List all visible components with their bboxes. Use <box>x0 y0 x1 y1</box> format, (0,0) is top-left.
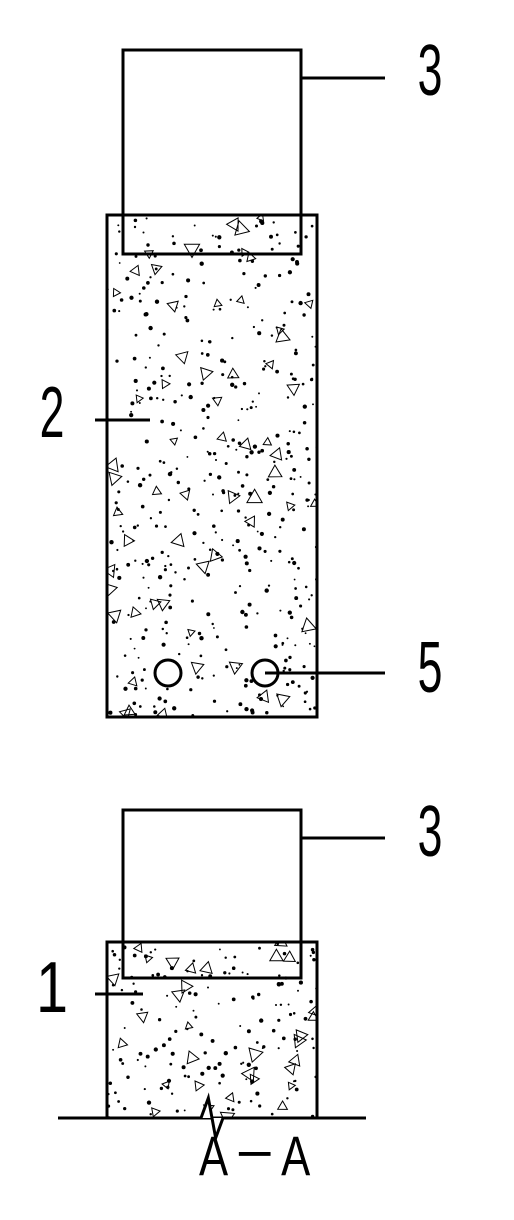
label-3_bottom: 3 <box>418 791 443 872</box>
label-5: 5 <box>418 627 443 708</box>
label-text-1: 1 <box>36 947 68 1028</box>
label-text-3_bottom: 3 <box>418 791 443 872</box>
label-text-3_top: 3 <box>418 30 443 111</box>
upper-concrete-fill <box>103 214 319 720</box>
lower-outer-rect <box>107 942 317 1118</box>
label-text-5: 5 <box>418 627 443 708</box>
lower-concrete-fill <box>107 935 322 1125</box>
upper-assembly <box>103 50 319 720</box>
label-2: 2 <box>40 372 65 453</box>
upper-outer-rect <box>107 215 317 717</box>
section-label-text: A－A <box>199 1125 315 1187</box>
label-1: 1 <box>36 947 68 1028</box>
label-3_top: 3 <box>418 30 443 111</box>
hole-left <box>155 660 181 686</box>
label-text-2: 2 <box>40 372 65 453</box>
lower-assembly <box>58 810 366 1138</box>
section-label: A－A <box>199 1125 315 1187</box>
diagram-svg: 1 2 5 3 3 A－A <box>0 0 514 1220</box>
